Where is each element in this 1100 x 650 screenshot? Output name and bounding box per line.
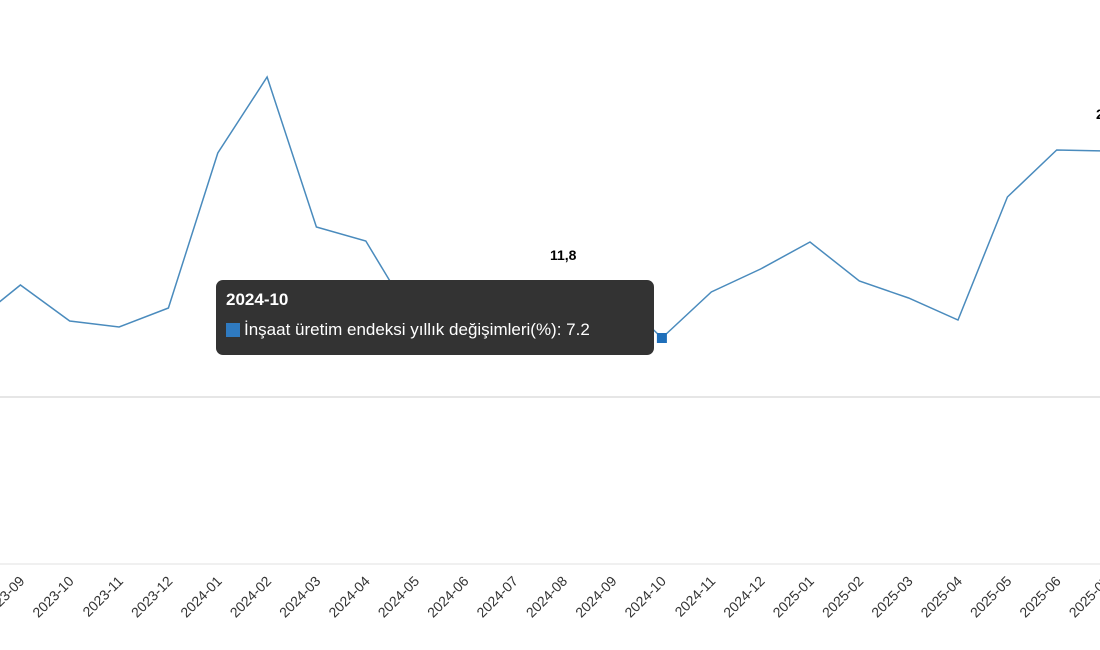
data-point-2025-01[interactable] (806, 238, 814, 246)
data-point-2023-12[interactable] (164, 304, 172, 312)
data-label: 11,8 (550, 247, 577, 263)
x-tick-label: 2024-09 (572, 573, 620, 621)
x-tick-label: 2024-02 (227, 573, 275, 621)
data-point-2025-02[interactable] (855, 277, 863, 285)
x-tick-label: 2023-09 (0, 573, 28, 621)
tooltip-series-label: İnşaat üretim endeksi yıllık değişimleri… (244, 320, 590, 339)
x-tick-label: 2024-04 (325, 573, 373, 621)
data-point-2025-04[interactable] (954, 316, 962, 324)
x-tick-label: 2024-11 (671, 573, 718, 620)
data-point-2024-02[interactable] (263, 73, 271, 81)
data-point-2024-11[interactable] (707, 288, 715, 296)
tooltip-row: İnşaat üretim endeksi yıllık değişimleri… (226, 320, 644, 340)
tooltip-title: 2024-10 (226, 290, 289, 309)
data-label: 2 (1096, 106, 1100, 122)
hovered-point-marker[interactable] (656, 333, 667, 343)
data-point-2024-03[interactable] (312, 223, 320, 231)
data-point-2024-01[interactable] (214, 149, 222, 157)
x-tick-label: 2024-08 (523, 573, 571, 621)
data-point-2025-06[interactable] (1053, 146, 1061, 154)
x-tick-label: 2023-11 (79, 573, 126, 620)
data-point-2023-09[interactable] (16, 281, 24, 289)
data-labels: 11,82 (550, 106, 1100, 263)
x-tick-label: 2024-01 (177, 573, 225, 621)
x-tick-label: 2025-06 (1016, 573, 1064, 621)
data-point-2023-11[interactable] (115, 323, 123, 331)
x-tick-label: 2024-10 (621, 573, 669, 621)
x-tick-label: 2024-07 (473, 573, 521, 621)
series-swatch-icon (226, 323, 240, 337)
x-tick-label: 2024-03 (276, 573, 324, 621)
x-tick-label: 2023-12 (128, 573, 176, 621)
x-tick-label: 2025-05 (967, 573, 1015, 621)
data-point-2025-05[interactable] (1003, 193, 1011, 201)
x-tick-label: 2024-12 (720, 573, 768, 621)
x-tick-label: 2025-01 (769, 573, 817, 621)
tooltip: 2024-10 İnşaat üretim endeksi yıllık değ… (216, 280, 654, 355)
x-tick-label: 2024-05 (375, 573, 423, 621)
x-tick-label: 2023-10 (29, 573, 77, 621)
x-tick-labels: 2023-09 2023-10 2023-11 2023-12 2024-01 2024-… (0, 573, 1100, 621)
data-point-2025-03[interactable] (905, 294, 913, 302)
data-point-2024-04[interactable] (362, 237, 370, 245)
x-tick-label: 2025-04 (917, 573, 965, 621)
x-tick-label: 2025-03 (868, 573, 916, 621)
x-tick-label: 2025-07 (1066, 573, 1100, 621)
data-point-2024-12[interactable] (757, 265, 765, 273)
x-tick-label: 2024-06 (424, 573, 472, 621)
x-tick-label: 2025-02 (819, 573, 867, 621)
data-point-2023-10[interactable] (66, 317, 74, 325)
